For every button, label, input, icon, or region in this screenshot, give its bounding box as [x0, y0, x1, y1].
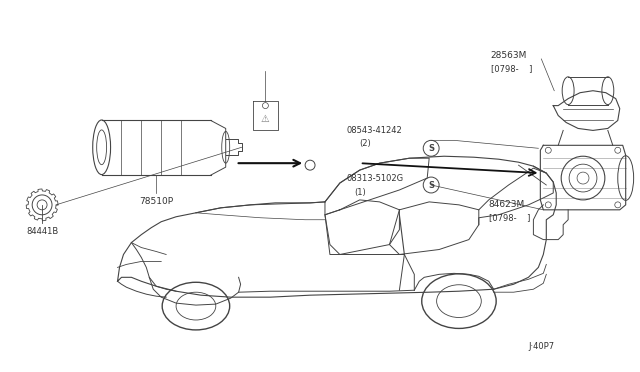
Text: [0798-    ]: [0798- ] — [489, 213, 530, 222]
Text: 84623M: 84623M — [489, 201, 525, 209]
Text: S: S — [428, 180, 434, 189]
Text: 28563M: 28563M — [491, 51, 527, 61]
Text: (2): (2) — [360, 139, 371, 148]
Text: S: S — [428, 144, 434, 153]
Text: 78510P: 78510P — [139, 197, 173, 206]
Text: 08313-5102G: 08313-5102G — [347, 174, 404, 183]
Text: ⚠: ⚠ — [261, 113, 270, 124]
Text: (1): (1) — [355, 189, 367, 198]
Text: [0798-    ]: [0798- ] — [491, 64, 532, 73]
Text: J·40P7: J·40P7 — [529, 342, 554, 351]
Text: 08543-41242: 08543-41242 — [347, 126, 403, 135]
Text: 84441B: 84441B — [26, 227, 58, 236]
